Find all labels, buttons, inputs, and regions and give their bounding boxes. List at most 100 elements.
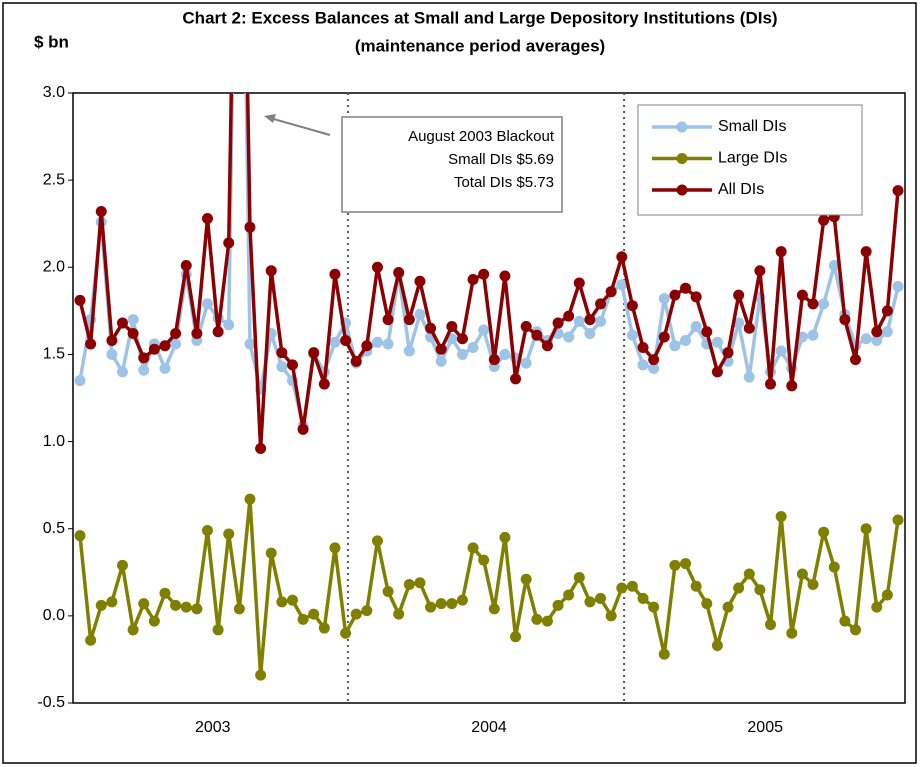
- data-point: [223, 237, 235, 249]
- data-point: [297, 423, 309, 435]
- data-point: [531, 329, 543, 341]
- annotation-text: Small DIs $5.69: [448, 151, 554, 168]
- data-point: [828, 561, 840, 573]
- data-point: [148, 343, 160, 355]
- data-point: [818, 214, 830, 226]
- data-point: [446, 321, 458, 333]
- data-point: [435, 355, 447, 367]
- x-group-label: 2005: [747, 719, 783, 736]
- data-point: [881, 589, 893, 601]
- data-point: [488, 354, 500, 366]
- data-point: [828, 260, 840, 272]
- data-point: [520, 357, 532, 369]
- data-point: [807, 298, 819, 310]
- data-point: [170, 328, 182, 340]
- data-point: [711, 336, 723, 348]
- data-point: [318, 378, 330, 390]
- y-tick-label: -0.5: [37, 694, 65, 711]
- data-point: [435, 598, 447, 610]
- data-point: [116, 559, 128, 571]
- data-point: [850, 354, 862, 366]
- data-point: [520, 573, 532, 585]
- data-point: [85, 338, 97, 350]
- data-point: [881, 326, 893, 338]
- data-point: [690, 291, 702, 303]
- data-point: [116, 366, 128, 378]
- data-point: [318, 622, 330, 634]
- data-point: [414, 275, 426, 287]
- data-point: [212, 624, 224, 636]
- annotation-box: [341, 116, 563, 213]
- data-point: [733, 289, 745, 301]
- data-point: [563, 331, 575, 343]
- data-point: [308, 347, 320, 359]
- data-point: [616, 582, 628, 594]
- data-point: [510, 373, 522, 385]
- plot-frame: [72, 92, 906, 704]
- data-point: [371, 336, 383, 348]
- data-point: [276, 596, 288, 608]
- data-point: [456, 348, 468, 360]
- data-point: [743, 322, 755, 334]
- data-point: [286, 594, 298, 606]
- data-point: [711, 639, 723, 651]
- data-point: [839, 615, 851, 627]
- data-point: [170, 338, 182, 350]
- data-point: [106, 348, 118, 360]
- data-point: [595, 592, 607, 604]
- data-point: [669, 559, 681, 571]
- data-point: [786, 380, 798, 392]
- annotation-text: August 2003 Blackout: [408, 128, 555, 145]
- data-point: [573, 277, 585, 289]
- data-point: [148, 615, 160, 627]
- data-point: [680, 282, 692, 294]
- data-point: [329, 336, 341, 348]
- data-point: [255, 443, 267, 455]
- data-point: [467, 273, 479, 285]
- legend-label: Large DIs: [718, 150, 787, 167]
- data-point: [520, 321, 532, 333]
- data-point: [276, 361, 288, 373]
- data-point: [74, 530, 86, 542]
- annotation: August 2003 Blackout Small DIs $5.69 Tot…: [264, 114, 563, 213]
- data-point: [85, 634, 97, 646]
- data-point: [669, 340, 681, 352]
- data-point: [95, 599, 107, 611]
- data-point: [233, 603, 245, 615]
- marks: [74, 93, 904, 681]
- y-tick-label: 0.0: [43, 607, 65, 624]
- data-point: [467, 542, 479, 554]
- series-line: [78, 498, 900, 676]
- data-point: [499, 348, 511, 360]
- legend-marker: [676, 121, 688, 133]
- data-point: [701, 326, 713, 338]
- data-point: [382, 314, 394, 326]
- data-point: [127, 624, 139, 636]
- data-point: [754, 265, 766, 277]
- data-point: [403, 314, 415, 326]
- y-tick-label: 1.5: [43, 346, 65, 363]
- data-point: [839, 314, 851, 326]
- data-point: [393, 608, 405, 620]
- data-point: [765, 378, 777, 390]
- data-point: [106, 334, 118, 346]
- data-point: [223, 528, 235, 540]
- data-point: [637, 341, 649, 353]
- legend-label: All DIs: [718, 181, 764, 198]
- data-point: [690, 580, 702, 592]
- data-point: [775, 345, 787, 357]
- data-point: [871, 601, 883, 613]
- data-point: [871, 326, 883, 338]
- annotation-text: Total DIs $5.73: [454, 174, 554, 191]
- data-point: [743, 568, 755, 580]
- data-point: [138, 352, 150, 364]
- data-point: [223, 319, 235, 331]
- data-point: [382, 338, 394, 350]
- data-point: [276, 347, 288, 359]
- data-point: [414, 577, 426, 589]
- data-point: [159, 587, 171, 599]
- data-point: [658, 331, 670, 343]
- data-point: [552, 317, 564, 329]
- data-point: [95, 206, 107, 218]
